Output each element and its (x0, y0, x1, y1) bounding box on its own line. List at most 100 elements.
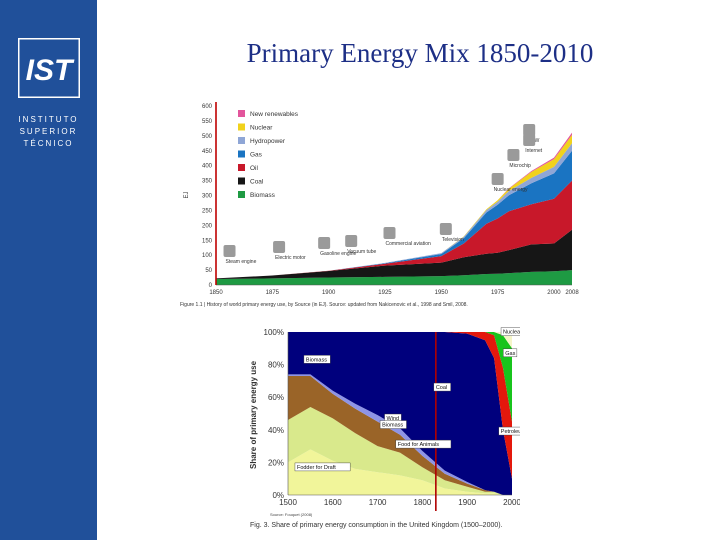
innovation-icon (345, 235, 358, 247)
annotation-microchip: Microchip (509, 163, 531, 169)
area-coal (288, 332, 512, 495)
uk-energy-share-chart: 0% 20% 40% 60% 80% 100% 1500 1600 1700 1800 1900 20… (249, 327, 520, 517)
innovation-icon (523, 134, 536, 146)
area-biomass (216, 270, 572, 285)
chart2-source: Source: Fouquet (2008) (270, 512, 313, 517)
area-oil (216, 180, 572, 279)
area-food-for-animals (288, 407, 512, 495)
logo-text: IST (26, 54, 75, 87)
y-tick-label: 600 (202, 104, 213, 110)
series-label-box-nuclear (500, 327, 520, 336)
legend-swatch-new-renewables (238, 110, 245, 117)
series-label-biomass: Biomass (306, 357, 327, 363)
annotation-nuclear-energy: Nuclear energy (494, 187, 528, 193)
innovation-icon (523, 124, 536, 136)
annotation-commercial-aviation: Commercial aviation (385, 241, 431, 247)
y-tick-label: 40% (268, 426, 284, 435)
legend-swatch-hydropower (238, 137, 245, 144)
y-tick-label: 0 (209, 283, 213, 289)
y-tick-label: 550 (202, 119, 213, 125)
y-tick-label: 300 (202, 194, 213, 200)
slide-title: Primary Energy Mix 1850-2010 (246, 38, 594, 68)
x-tick-label: 1800 (414, 498, 432, 507)
series-label-box-gas (503, 348, 518, 358)
series-label-box-food-for-animals (395, 439, 452, 449)
area-gas (216, 150, 572, 279)
annotation-internet: Internet (525, 148, 543, 154)
y-tick-label: 0% (272, 491, 284, 500)
x-tick-label: 2000 (503, 498, 520, 507)
series-label-food-for-animals: Food for Animals (398, 442, 440, 448)
series-label-box-biomass (303, 355, 331, 364)
x-tick-label: 1700 (369, 498, 387, 507)
legend-swatch-coal (238, 177, 245, 185)
x-tick-label: 1600 (324, 498, 342, 507)
x-tick-label: 1875 (266, 290, 280, 296)
x-tick-label: 1900 (458, 498, 476, 507)
legend-swatch-nuclear (238, 123, 245, 131)
innovation-icon (273, 241, 286, 253)
legend-swatch-gas (238, 150, 245, 158)
institution-line-1: INSTITUTO (18, 115, 79, 124)
innovation-icon (318, 237, 331, 249)
legend-label-oil: Oil (250, 165, 259, 172)
y-tick-label: 60% (268, 393, 284, 402)
y-tick-label: 350 (202, 179, 213, 185)
y-tick-label: 250 (202, 208, 213, 214)
area-petroleum (288, 332, 512, 479)
y-tick-label: 500 (202, 134, 213, 140)
y-tick-label: 100% (264, 328, 284, 337)
annotation-steam-engine: Steam engine (226, 259, 257, 265)
series-label-coal: Coal (436, 385, 447, 391)
chart2-caption: Fig. 3. Share of primary energy consumpt… (250, 522, 503, 529)
world-energy-chart: 0 50 100 150 200 250 300 350 400 450 500 550 600 1850… (184, 102, 579, 296)
y-tick-label: 200 (202, 223, 213, 229)
y-tick-label: 400 (202, 164, 213, 170)
area-fodder-for-draft (288, 449, 512, 495)
series-label-box-coal (433, 382, 451, 392)
y-tick-label: 50 (205, 268, 212, 274)
x-tick-label: 1975 (491, 290, 505, 296)
area-biomass (288, 376, 512, 495)
annotation-vacuum-tube: Vacuum tube (347, 249, 376, 255)
institution-line-2: SUPERIOR (19, 127, 78, 136)
x-tick-label: 2008 (565, 290, 579, 296)
chart1-caption: Figure 1.1 | History of world primary en… (180, 302, 468, 308)
institution-line-3: TÉCNICO (23, 139, 74, 148)
legend-label-new-renewables: New renewables (250, 111, 299, 118)
y-tick-label: 80% (268, 361, 284, 370)
annotation-electric-motor: Electric motor (275, 255, 306, 261)
legend-label-hydropower: Hydropower (250, 138, 286, 145)
area-coal (216, 229, 572, 279)
legend-label-gas: Gas (250, 152, 263, 159)
x-tick-label: 1850 (209, 290, 223, 296)
legend-swatch-oil (238, 164, 245, 171)
series-label-biomass: Biomass (382, 423, 403, 429)
legend-label-nuclear: Nuclear (250, 125, 273, 132)
annotation-television: Television (442, 237, 464, 243)
y-tick-label: 20% (268, 458, 284, 467)
series-label-gas: Gas (505, 351, 515, 357)
series-label-fodder-for-draft: Fodder for Draft (297, 465, 336, 471)
series-label-box-fodder-for-draft (294, 462, 351, 472)
x-tick-label: 1900 (322, 290, 336, 296)
legend-swatch-biomass (238, 191, 245, 198)
x-tick-label: 2000 (547, 290, 561, 296)
series-label-petroleum: Petroleum (501, 429, 520, 435)
y-tick-label: 450 (202, 149, 213, 155)
y-axis-label: Share of primary energy use (249, 360, 258, 469)
y-tick-label: 100 (202, 253, 213, 259)
sidebar: IST INSTITUTO SUPERIOR TÉCNICO (0, 0, 97, 540)
innovation-icon (383, 227, 396, 239)
y-tick-label: 150 (202, 238, 213, 244)
innovation-icon (507, 149, 520, 161)
y-axis-label: EJ (184, 191, 190, 198)
series-label-box-petroleum (498, 426, 520, 436)
annotation-gasoline-engine: Gasoline engine (320, 251, 356, 257)
innovation-icon (491, 173, 504, 185)
series-label-wind: Wind (387, 416, 400, 422)
series-label-box-biomass (379, 420, 407, 429)
innovation-icon (439, 223, 452, 235)
x-tick-label: 1500 (279, 498, 297, 507)
x-tick-label: 1925 (378, 290, 392, 296)
